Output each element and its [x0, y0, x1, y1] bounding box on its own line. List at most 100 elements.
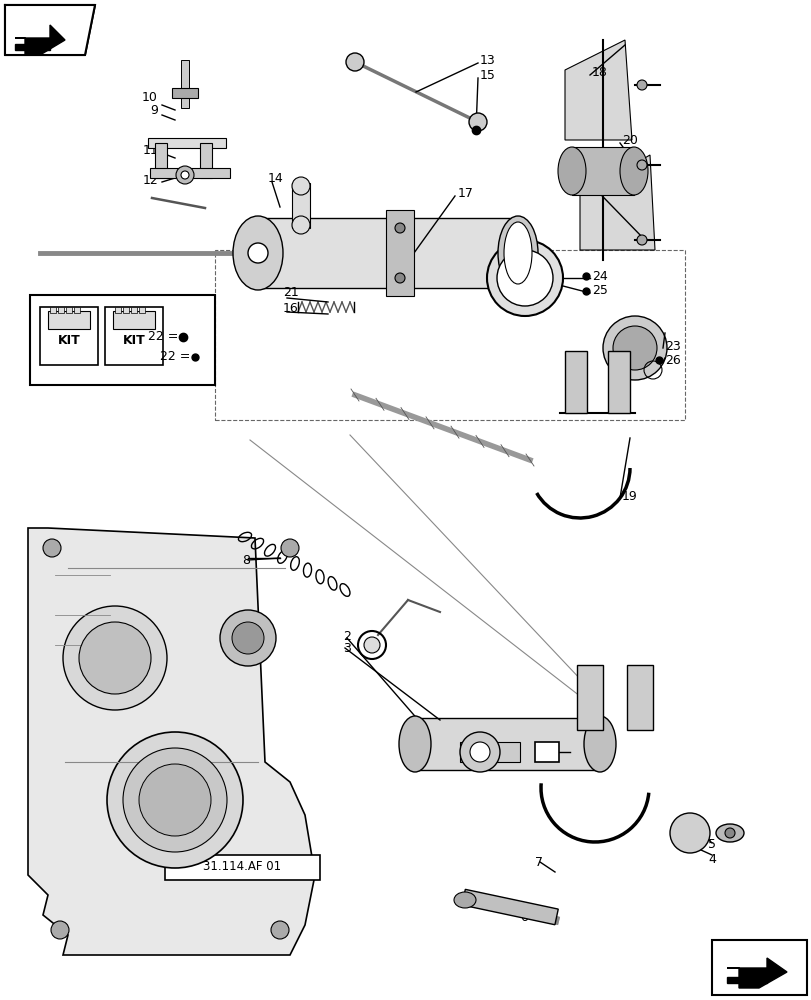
Ellipse shape	[715, 824, 743, 842]
Bar	[66, 307, 72, 313]
Text: 19: 19	[621, 489, 637, 502]
Bar	[385, 210, 414, 296]
Text: 9: 9	[150, 104, 158, 117]
Bar	[258, 218, 517, 288]
Text: 21: 21	[283, 286, 298, 300]
Circle shape	[220, 610, 276, 666]
Circle shape	[43, 539, 61, 557]
Text: 25: 25	[591, 284, 607, 298]
Circle shape	[232, 622, 264, 654]
Polygon shape	[726, 958, 786, 988]
Bar	[74, 307, 80, 313]
Bar	[122, 307, 129, 313]
Bar	[30, 295, 215, 385]
Bar	[571, 147, 633, 195]
Circle shape	[139, 764, 211, 836]
Circle shape	[363, 637, 380, 653]
Bar	[155, 143, 167, 178]
Ellipse shape	[497, 216, 538, 290]
Text: 14: 14	[268, 172, 283, 185]
Bar	[150, 168, 230, 178]
Text: 31.114.AF 01: 31.114.AF 01	[203, 860, 281, 874]
Bar	[292, 183, 310, 228]
Text: 16: 16	[283, 302, 298, 314]
Bar	[48, 311, 90, 329]
Text: 23: 23	[664, 340, 680, 353]
Ellipse shape	[620, 147, 647, 195]
Circle shape	[292, 177, 310, 195]
Circle shape	[669, 813, 709, 853]
Polygon shape	[564, 40, 631, 140]
Bar	[607, 351, 629, 413]
Text: 17: 17	[457, 187, 474, 200]
Ellipse shape	[398, 716, 431, 772]
Text: 18: 18	[591, 66, 607, 79]
Text: 15: 15	[479, 69, 496, 82]
Bar	[461, 889, 558, 925]
Circle shape	[176, 166, 194, 184]
Ellipse shape	[603, 316, 666, 380]
Circle shape	[281, 539, 298, 557]
Bar	[105, 307, 163, 365]
Bar	[181, 60, 189, 108]
Polygon shape	[28, 528, 315, 955]
Bar	[115, 307, 121, 313]
Bar	[711, 940, 806, 995]
Bar	[139, 307, 145, 313]
Circle shape	[122, 748, 227, 852]
Text: 8: 8	[242, 554, 250, 566]
Ellipse shape	[557, 147, 586, 195]
Polygon shape	[15, 44, 50, 50]
Bar	[626, 665, 652, 730]
Bar	[58, 307, 64, 313]
Text: KIT: KIT	[58, 334, 80, 348]
Circle shape	[271, 921, 289, 939]
Polygon shape	[5, 5, 95, 55]
Text: 22 =: 22 =	[160, 351, 190, 363]
Circle shape	[247, 243, 268, 263]
Polygon shape	[726, 977, 766, 983]
Bar	[50, 307, 56, 313]
Bar	[534, 742, 558, 762]
Bar	[414, 718, 599, 770]
Text: 13: 13	[479, 54, 496, 67]
Circle shape	[724, 828, 734, 838]
Bar	[148, 138, 225, 148]
Circle shape	[487, 240, 562, 316]
Bar	[460, 742, 519, 762]
Text: 11: 11	[142, 144, 158, 157]
Circle shape	[394, 223, 405, 233]
Circle shape	[496, 250, 552, 306]
Bar	[564, 351, 586, 413]
Text: 4: 4	[707, 853, 715, 866]
Text: 10: 10	[142, 91, 158, 104]
Ellipse shape	[453, 892, 475, 908]
Bar	[215, 250, 684, 420]
Text: 6: 6	[519, 911, 527, 924]
Circle shape	[469, 113, 487, 131]
Text: 18: 18	[577, 157, 592, 170]
Circle shape	[345, 53, 363, 71]
Bar	[131, 307, 137, 313]
Bar	[172, 88, 198, 98]
Text: 24: 24	[591, 269, 607, 282]
Text: 3: 3	[342, 642, 350, 656]
Text: 5: 5	[707, 838, 715, 851]
Text: 22 =: 22 =	[148, 330, 178, 344]
Text: KIT: KIT	[122, 334, 145, 348]
Circle shape	[292, 216, 310, 234]
Text: 20: 20	[621, 134, 637, 147]
Circle shape	[636, 80, 646, 90]
Circle shape	[63, 606, 167, 710]
Bar	[40, 307, 98, 365]
Polygon shape	[579, 155, 654, 250]
Circle shape	[394, 273, 405, 283]
Bar	[577, 665, 603, 730]
Text: 26: 26	[664, 354, 680, 366]
Bar	[113, 311, 155, 329]
Ellipse shape	[504, 222, 531, 284]
Text: 12: 12	[142, 174, 158, 187]
Circle shape	[79, 622, 151, 694]
Circle shape	[181, 171, 189, 179]
Bar	[165, 855, 320, 880]
